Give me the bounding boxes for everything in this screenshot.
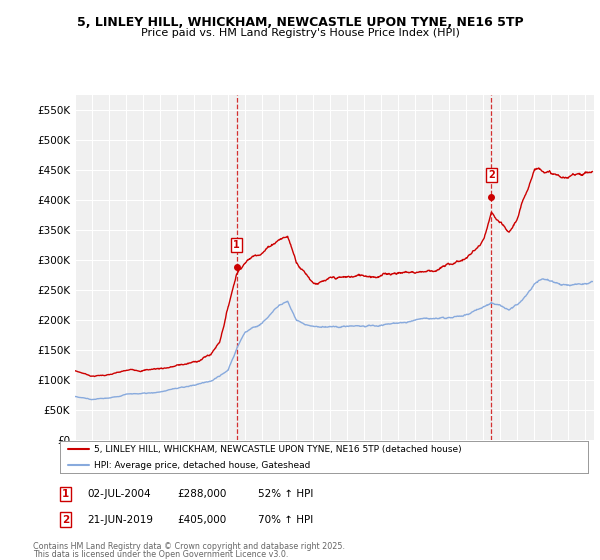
Text: £405,000: £405,000 [177,515,226,525]
Text: Contains HM Land Registry data © Crown copyright and database right 2025.: Contains HM Land Registry data © Crown c… [33,542,345,551]
Text: 02-JUL-2004: 02-JUL-2004 [87,489,151,499]
Text: HPI: Average price, detached house, Gateshead: HPI: Average price, detached house, Gate… [94,461,311,470]
Text: 5, LINLEY HILL, WHICKHAM, NEWCASTLE UPON TYNE, NE16 5TP: 5, LINLEY HILL, WHICKHAM, NEWCASTLE UPON… [77,16,523,29]
Text: 1: 1 [233,240,240,250]
Text: 2: 2 [62,515,69,525]
Text: This data is licensed under the Open Government Licence v3.0.: This data is licensed under the Open Gov… [33,550,289,559]
Text: 1: 1 [62,489,69,499]
Text: 5, LINLEY HILL, WHICKHAM, NEWCASTLE UPON TYNE, NE16 5TP (detached house): 5, LINLEY HILL, WHICKHAM, NEWCASTLE UPON… [94,445,462,454]
Text: 21-JUN-2019: 21-JUN-2019 [87,515,153,525]
Text: £288,000: £288,000 [177,489,226,499]
Text: 2: 2 [488,170,495,180]
Text: 70% ↑ HPI: 70% ↑ HPI [258,515,313,525]
Text: Price paid vs. HM Land Registry's House Price Index (HPI): Price paid vs. HM Land Registry's House … [140,28,460,38]
Text: 52% ↑ HPI: 52% ↑ HPI [258,489,313,499]
